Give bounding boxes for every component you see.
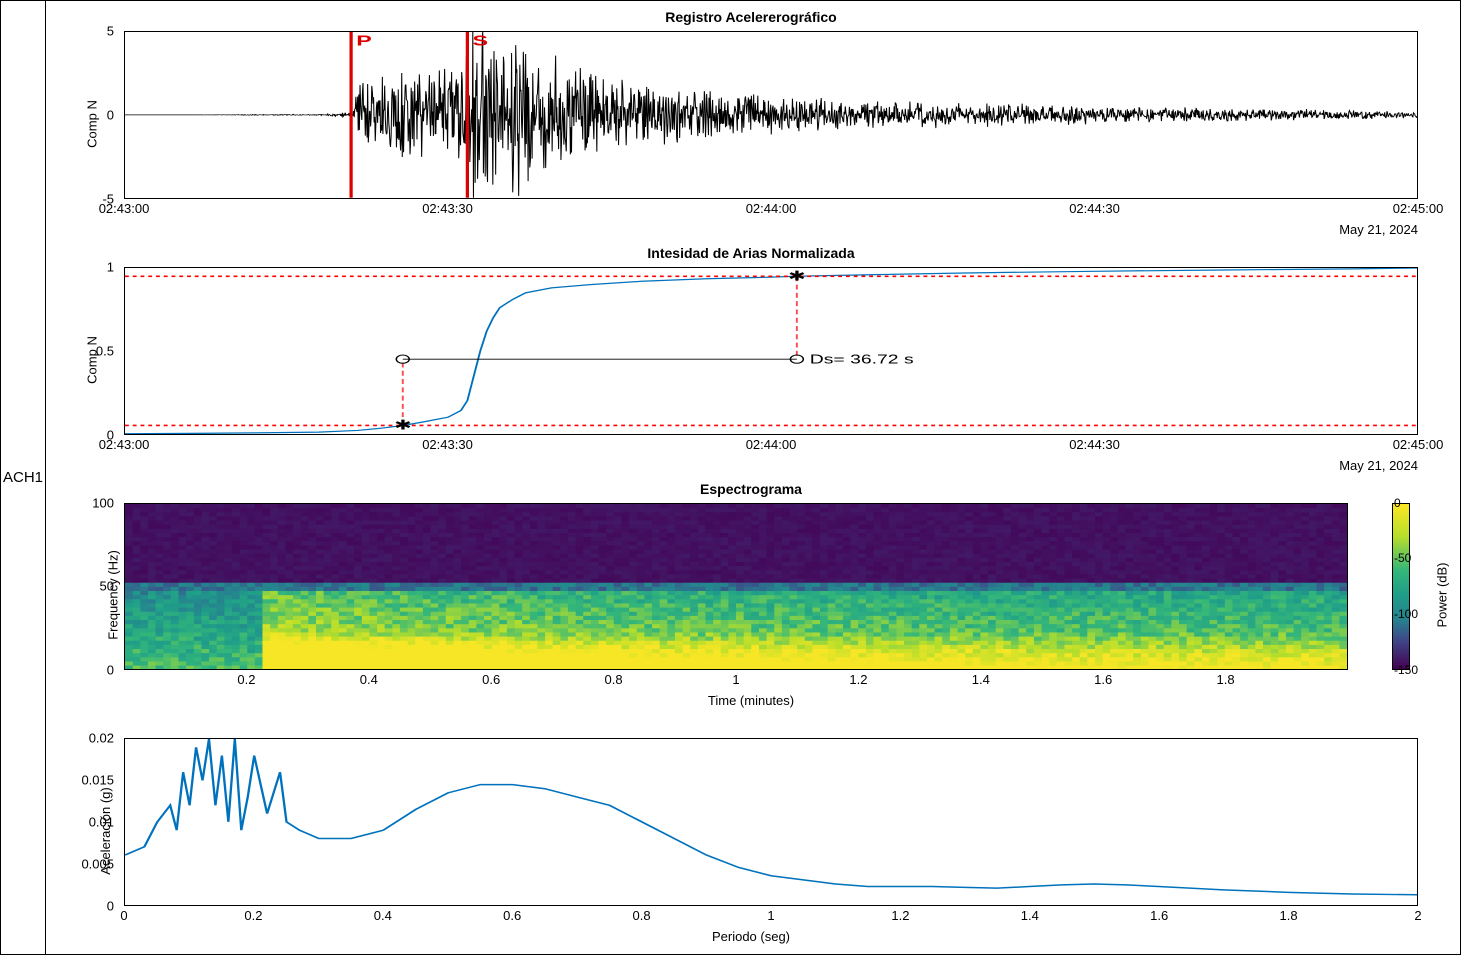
- panel3-axes: [124, 503, 1348, 671]
- figure-container: ACH1 Registro Acelererográfico -505 PS 0…: [0, 0, 1461, 955]
- panel1-xticklabels: 02:43:0002:43:3002:44:0002:44:3002:45:00: [124, 201, 1418, 217]
- panel-accelerogram: Registro Acelererográfico -505 PS 02:43:…: [54, 9, 1448, 239]
- colorbar-label: Power (dB): [1435, 595, 1450, 660]
- panel2-ylabel: Comp N: [84, 336, 99, 384]
- panel2-xticklabels: 02:43:0002:43:3002:44:0002:44:3002:45:00: [124, 437, 1418, 453]
- colorbar: [1392, 503, 1410, 671]
- panel4-title: [54, 716, 1448, 732]
- panel-spectrogram: Espectrograma 050100 0-50-100-150 Power …: [54, 481, 1448, 711]
- station-label: ACH1: [1, 1, 46, 954]
- panel4-xlabel: Periodo (seg): [712, 929, 790, 944]
- panel3-axeswrap: [124, 503, 1348, 671]
- panel2-title: Intesidad de Arias Normalizada: [54, 245, 1448, 261]
- panel1-axes: PS: [124, 31, 1418, 199]
- svg-text:Ds= 36.72 s: Ds= 36.72 s: [810, 352, 914, 366]
- panel3-xticklabels: 0.20.40.60.811.21.41.61.8: [124, 672, 1348, 688]
- svg-text:S: S: [473, 32, 489, 49]
- panel2-axes: ✱ ✱ Ds= 36.72 s: [124, 267, 1418, 435]
- panel3-title: Espectrograma: [54, 481, 1448, 497]
- panel1-ylabel: Comp N: [84, 100, 99, 148]
- panel4-xticklabels: 00.20.40.60.811.21.41.61.82: [124, 908, 1418, 924]
- svg-text:✱: ✱: [394, 417, 411, 432]
- panel-spectrum: 00.0050.010.0150.02 00.20.40.60.811.21.4…: [54, 716, 1448, 946]
- panel-arias: Intesidad de Arias Normalizada 00.51 ✱✱D…: [54, 245, 1448, 475]
- panels-column: Registro Acelererográfico -505 PS 02:43:…: [46, 1, 1460, 954]
- panel2-date: May 21, 2024: [1339, 458, 1418, 473]
- panel4-axes: [124, 738, 1418, 906]
- panel3-xlabel: Time (minutes): [708, 693, 794, 708]
- panel1-axeswrap: PS: [124, 31, 1418, 199]
- panel4-axeswrap: [124, 738, 1418, 906]
- panel1-date: May 21, 2024: [1339, 222, 1418, 237]
- svg-text:✱: ✱: [788, 268, 805, 283]
- svg-text:P: P: [356, 32, 372, 49]
- panel2-axeswrap: ✱ ✱ Ds= 36.72 s: [124, 267, 1418, 435]
- panel3-ylabel: Frequency (Hz): [105, 551, 120, 641]
- panel1-title: Registro Acelererográfico: [54, 9, 1448, 25]
- panel4-ylabel: Aceleración (g): [98, 787, 113, 874]
